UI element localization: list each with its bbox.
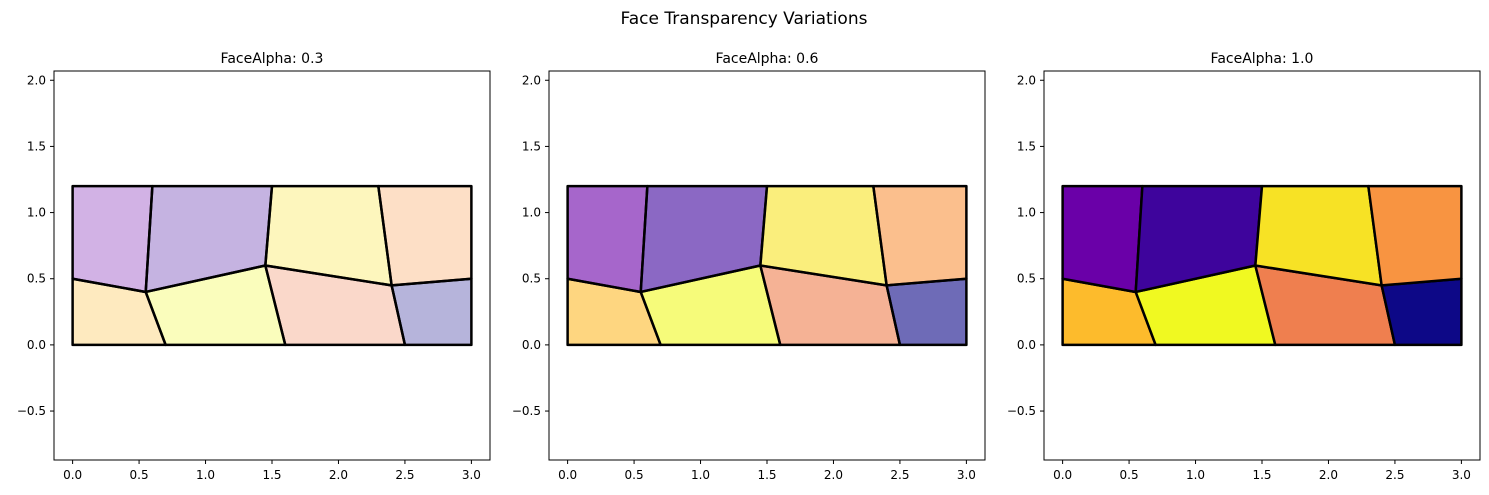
y-tick-label: 1.0 bbox=[27, 206, 46, 220]
x-tick-label: 2.5 bbox=[395, 468, 414, 482]
mesh-face-8 bbox=[1367, 184, 1463, 287]
y-tick-label: 0.5 bbox=[1017, 272, 1036, 286]
y-tick-label: 1.5 bbox=[522, 139, 541, 153]
y-tick-label: 0.5 bbox=[522, 272, 541, 286]
x-tick-label: 3.0 bbox=[462, 468, 481, 482]
x-tick-label: 1.0 bbox=[196, 468, 215, 482]
axes-group: 0.0 0.5 1.0 1.5 2.0 2.5 3.0 −0.5 0.0 0.5 1.0 1.5 2.0… bbox=[17, 51, 1481, 482]
x-tick-label: 0.5 bbox=[1120, 468, 1139, 482]
y-tick-label: 1.5 bbox=[1017, 139, 1036, 153]
x-tick-label: 1.0 bbox=[1186, 468, 1205, 482]
mesh-face-4 bbox=[390, 277, 473, 347]
x-tick-label: 1.5 bbox=[262, 468, 281, 482]
x-tick-label: 0.0 bbox=[1053, 468, 1072, 482]
figure-title: Face Transparency Variations bbox=[621, 9, 868, 29]
x-tick-label: 2.5 bbox=[890, 468, 909, 482]
mesh-face-5 bbox=[566, 184, 649, 294]
x-tick-label: 0.0 bbox=[63, 468, 82, 482]
y-tick-label: −0.5 bbox=[17, 404, 46, 418]
x-tick-label: 0.5 bbox=[625, 468, 644, 482]
y-tick-label: 0.5 bbox=[27, 272, 46, 286]
subplot-1: 0.0 0.5 1.0 1.5 2.0 2.5 3.0 −0.5 0.0 0.5 1.0 1.5 2.0… bbox=[17, 51, 491, 482]
x-tick-label: 0.5 bbox=[130, 468, 149, 482]
x-tick-label: 2.0 bbox=[824, 468, 843, 482]
subplot-title: FaceAlpha: 1.0 bbox=[1211, 51, 1314, 67]
x-tick-label: 2.5 bbox=[1385, 468, 1404, 482]
subplot-title: FaceAlpha: 0.3 bbox=[221, 51, 324, 67]
subplot-2: 0.0 0.5 1.0 1.5 2.0 2.5 3.0 −0.5 0.0 0.5 1.0 1.5 2.0… bbox=[512, 51, 986, 482]
x-tick-label: 1.0 bbox=[691, 468, 710, 482]
y-tick-label: 0.0 bbox=[1017, 338, 1036, 352]
y-tick-label: −0.5 bbox=[512, 404, 541, 418]
mesh-face-4 bbox=[1380, 277, 1463, 347]
y-tick-label: 1.5 bbox=[27, 139, 46, 153]
x-tick-label: 3.0 bbox=[1452, 468, 1471, 482]
mesh-face-5 bbox=[1061, 184, 1144, 294]
subplot-title: FaceAlpha: 0.6 bbox=[716, 51, 819, 67]
x-tick-label: 1.5 bbox=[1252, 468, 1271, 482]
x-tick-label: 2.0 bbox=[1319, 468, 1338, 482]
y-tick-label: 0.0 bbox=[522, 338, 541, 352]
mesh-face-8 bbox=[872, 184, 968, 287]
mesh-face-5 bbox=[71, 184, 154, 294]
subplot-3: 0.0 0.5 1.0 1.5 2.0 2.5 3.0 −0.5 0.0 0.5 1.0 1.5 2.0… bbox=[1007, 51, 1481, 482]
y-tick-label: 0.0 bbox=[27, 338, 46, 352]
mesh-face-4 bbox=[885, 277, 968, 347]
x-tick-label: 0.0 bbox=[558, 468, 577, 482]
x-tick-label: 2.0 bbox=[329, 468, 348, 482]
y-tick-label: 2.0 bbox=[522, 73, 541, 87]
y-tick-label: 1.0 bbox=[1017, 206, 1036, 220]
y-tick-label: 2.0 bbox=[1017, 73, 1036, 87]
y-tick-label: 2.0 bbox=[27, 73, 46, 87]
x-tick-label: 1.5 bbox=[757, 468, 776, 482]
mesh-face-8 bbox=[377, 184, 473, 287]
y-tick-label: 1.0 bbox=[522, 206, 541, 220]
x-tick-label: 3.0 bbox=[957, 468, 976, 482]
y-tick-label: −0.5 bbox=[1007, 404, 1036, 418]
